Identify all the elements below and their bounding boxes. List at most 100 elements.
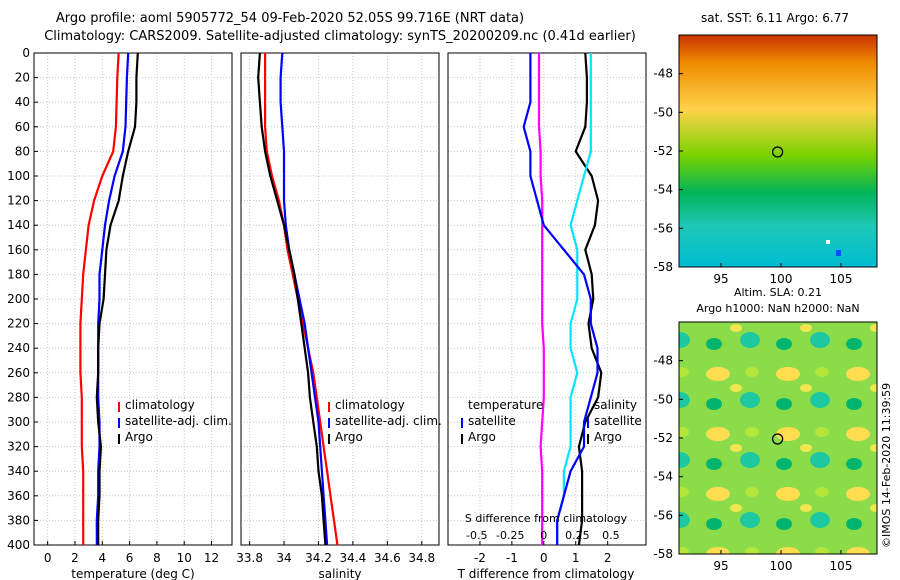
map-x-tick-label: 100 (770, 559, 793, 573)
series-line-t-argo (574, 52, 603, 546)
watermark: ©IMOS 14-Feb-2020 11:39:59 (880, 383, 893, 548)
difference-legend-temperature: temperature (468, 398, 543, 412)
s-tick-label: -0.25 (496, 529, 524, 542)
map-y-tick-label: -48 (653, 67, 673, 81)
x-tick-label: 4 (98, 551, 106, 565)
x-tick-label: 6 (126, 551, 134, 565)
map-y-tick-label: -56 (653, 221, 673, 235)
temperature-legend-climatology: climatology (125, 398, 195, 412)
x-tick-label: 34.4 (340, 551, 367, 565)
map-y-tick-label: -54 (653, 470, 673, 484)
depth-tick-label: 20 (15, 71, 30, 85)
map-y-tick-label: -56 (653, 508, 673, 522)
sst-map-panel: sat. SST: 6.11 Argo: 6.77 95 100 105 -48 -50… (653, 11, 878, 286)
x-tick-label: 0 (44, 551, 52, 565)
difference-xlabel: T difference from climatology (457, 567, 635, 580)
difference-xlabel-top: S difference from climatology (465, 512, 628, 525)
depth-tick-label: 340 (7, 464, 30, 478)
depth-tick-label: 320 (7, 440, 30, 454)
depth-tick-label: 0 (22, 46, 30, 60)
series-line-t-satellite (537, 53, 545, 545)
x-tick-label: 2 (71, 551, 79, 565)
title-line2: Climatology: CARS2009. Satellite-adjuste… (44, 29, 636, 44)
temperature-legend-argo: Argo (125, 430, 153, 444)
series-line-climatology (79, 52, 120, 545)
depth-tick-label: 120 (7, 194, 30, 208)
sla-map-panel: Altim. SLA: 0.21 Argo h1000: NaN h2000: … (653, 286, 878, 573)
s-tick-label: -0.5 (466, 529, 487, 542)
temperature-xlabel: temperature (deg C) (71, 567, 194, 580)
temperature-panel: 0204060801001201401601802002202402602803… (7, 46, 233, 580)
difference-legend-s-satellite: satellite (594, 414, 642, 428)
difference-legend-salinity: salinity (594, 398, 637, 412)
sla-map-title: Altim. SLA: 0.21 (734, 286, 822, 299)
map-x-tick-label: 100 (770, 272, 793, 286)
depth-tick-label: 260 (7, 366, 30, 380)
depth-tick-label: 180 (7, 267, 30, 281)
map-y-tick-label: -48 (653, 354, 673, 368)
depth-tick-label: 220 (7, 317, 30, 331)
map-x-tick-label: 95 (713, 559, 728, 573)
x-tick-label: 34.8 (408, 551, 435, 565)
s-tick-label: 0.25 (565, 529, 590, 542)
x-tick-label: -2 (474, 551, 486, 565)
x-tick-label: 10 (177, 551, 192, 565)
x-tick-label: 12 (204, 551, 219, 565)
map-y-tick-label: -50 (653, 105, 673, 119)
sst-argo-marker (771, 146, 784, 158)
map-y-tick-label: -54 (653, 183, 673, 197)
sst-heatmap-speck-blue (836, 250, 841, 256)
x-tick-label: 8 (153, 551, 161, 565)
salinity-xlabel: salinity (318, 567, 361, 580)
depth-tick-label: 280 (7, 390, 30, 404)
sst-map-title: sat. SST: 6.11 Argo: 6.77 (701, 11, 849, 25)
series-line-satellite-adj-clim- (279, 52, 329, 546)
salinity-panel: 33.8 34 34.2 34.4 34.6 34.8 salinity climatol… (236, 52, 442, 580)
x-tick-label: 2 (604, 551, 612, 565)
sla-heatmap (679, 322, 877, 554)
difference-legend-t-satellite: satellite (468, 414, 516, 428)
series-line-argo (257, 52, 327, 546)
depth-tick-label: 100 (7, 169, 30, 183)
depth-tick-label: 300 (7, 415, 30, 429)
salinity-legend: climatology satellite-adj. clim. Argo (328, 398, 442, 444)
map-y-tick-label: -50 (653, 392, 673, 406)
salinity-legend-climatology: climatology (335, 398, 405, 412)
salinity-legend-satellite: satellite-adj. clim. (335, 414, 442, 428)
depth-tick-label: 60 (15, 120, 30, 134)
x-tick-label: 1 (572, 551, 580, 565)
x-tick-label: 0 (540, 551, 548, 565)
title-line1: Argo profile: aoml 5905772_54 09-Feb-202… (56, 11, 524, 26)
depth-tick-label: 360 (7, 489, 30, 503)
difference-legend-s-argo: Argo (594, 430, 622, 444)
difference-panel: -2 -1 0 1 2 S difference from climatology -0… (447, 52, 647, 580)
map-y-tick-label: -58 (653, 260, 673, 274)
sla-argo-marker (771, 433, 784, 445)
salinity-legend-argo: Argo (335, 430, 363, 444)
depth-tick-label: 80 (15, 144, 30, 158)
depth-tick-label: 160 (7, 243, 30, 257)
s-tick-label: 0.5 (602, 529, 620, 542)
x-tick-label: 34.6 (374, 551, 401, 565)
map-x-tick-label: 105 (830, 272, 853, 286)
depth-tick-label: 380 (7, 513, 30, 527)
series-line-s-argo (522, 53, 599, 545)
s-tick-label: 0 (540, 529, 547, 542)
depth-tick-label: 140 (7, 218, 30, 232)
difference-legend: temperature salinity satellite Argo sate… (461, 398, 642, 444)
depth-tick-label: 400 (7, 538, 30, 552)
series-line-s-satellite (556, 53, 592, 545)
difference-frame (447, 52, 647, 546)
temperature-legend-satellite: satellite-adj. clim. (125, 414, 232, 428)
series-line-satellite-adj-clim- (95, 52, 130, 545)
salinity-frame (240, 52, 440, 546)
depth-tick-label: 200 (7, 292, 30, 306)
sst-heatmap (679, 35, 877, 267)
x-tick-label: -1 (506, 551, 518, 565)
x-tick-label: 34 (276, 551, 291, 565)
sst-heatmap-speck (826, 240, 830, 244)
x-tick-label: 34.2 (305, 551, 332, 565)
series-line-argo (95, 52, 139, 545)
difference-legend-t-argo: Argo (468, 430, 496, 444)
